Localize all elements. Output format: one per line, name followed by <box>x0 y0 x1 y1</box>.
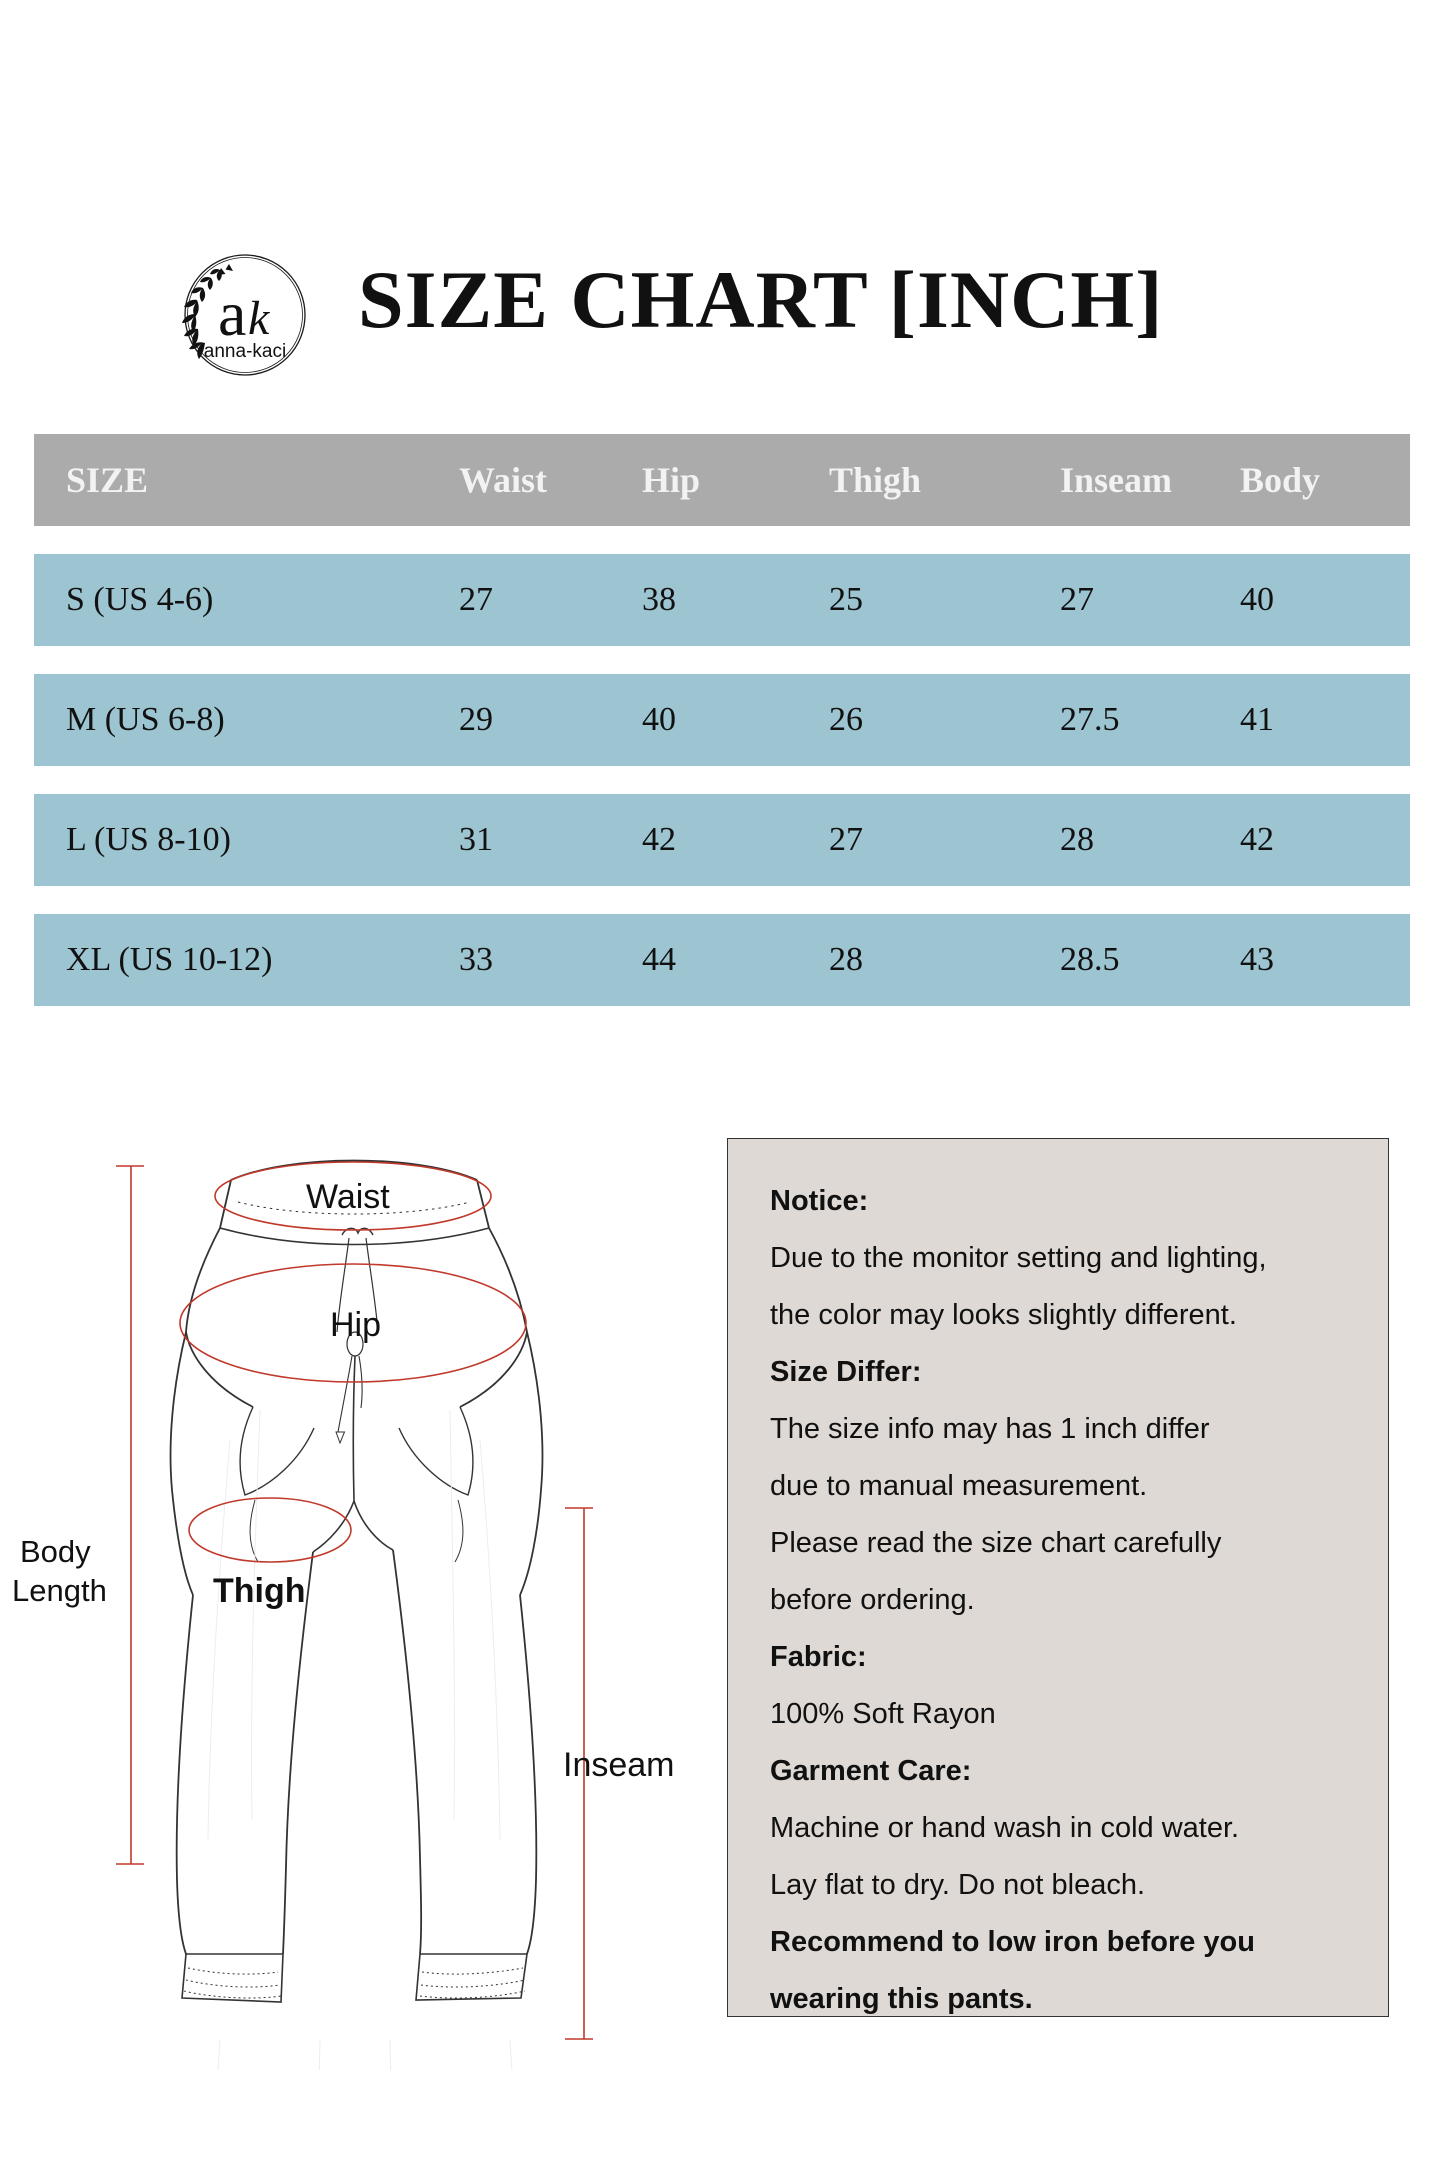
svg-text:a: a <box>218 278 246 349</box>
svg-text:k: k <box>248 292 271 345</box>
svg-text:Thigh: Thigh <box>213 1572 306 1610</box>
svg-text:Body: Body <box>20 1534 91 1569</box>
svg-text:Hip: Hip <box>330 1306 381 1344</box>
svg-text:Length: Length <box>12 1573 107 1608</box>
svg-text:Waist: Waist <box>306 1178 390 1216</box>
svg-text:anna-kaci: anna-kaci <box>204 341 286 362</box>
svg-text:Inseam: Inseam <box>563 1746 675 1784</box>
